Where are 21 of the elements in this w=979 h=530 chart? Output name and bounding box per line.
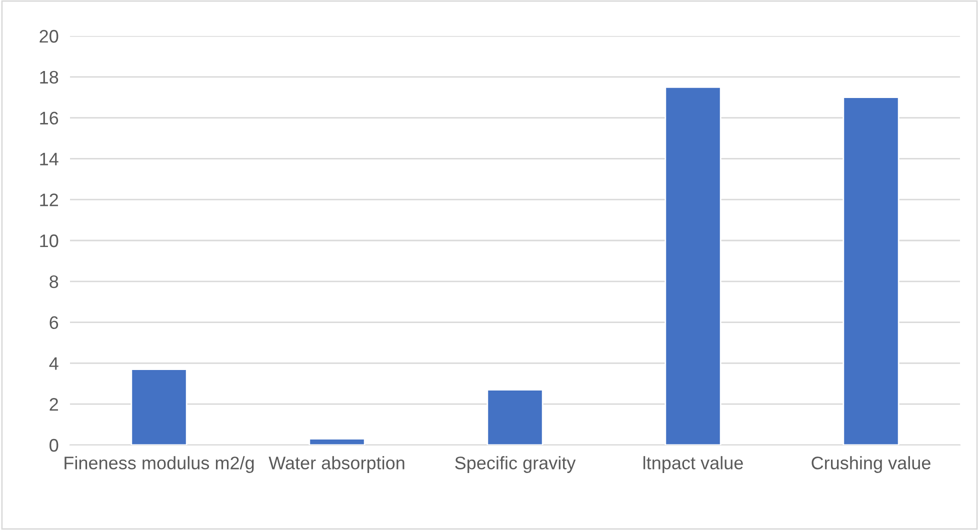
- bar: [664, 86, 722, 445]
- x-tick-label: ltnpact value: [644, 456, 743, 473]
- x-tick-label: Specific gravity: [455, 456, 576, 473]
- y-tick-label: 20: [40, 30, 58, 43]
- bar: [130, 368, 188, 445]
- y-tick-label: 8: [50, 275, 58, 288]
- y-tick-label: 16: [40, 112, 58, 125]
- y-tick-label: 10: [40, 234, 58, 248]
- bar: [308, 438, 366, 445]
- y-tick-label: 0: [50, 438, 58, 452]
- y-tick-label: 18: [40, 70, 58, 84]
- x-tick-label: Water absorption: [268, 456, 404, 473]
- y-tick-label: 12: [40, 194, 58, 206]
- bar: [486, 389, 544, 445]
- y-tick-label: 4: [49, 357, 58, 370]
- x-tick-label: Fineness modulus m2/g: [64, 456, 254, 473]
- x-tick-label: Crushing value: [812, 456, 930, 473]
- y-tick-label: 6: [50, 316, 58, 330]
- y-tick-label: 2: [50, 398, 58, 411]
- bar: [842, 96, 900, 445]
- y-tick-label: 14: [40, 152, 58, 166]
